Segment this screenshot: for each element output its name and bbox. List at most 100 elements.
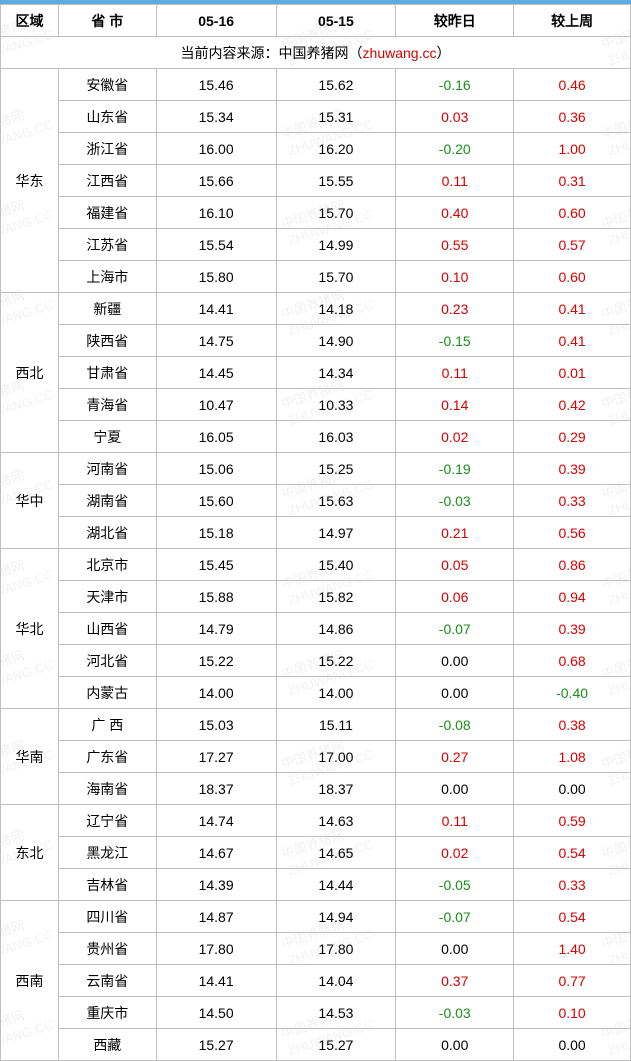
- value2-cell: 17.00: [276, 741, 396, 773]
- value2-cell: 16.20: [276, 133, 396, 165]
- diff-week-cell: 0.01: [514, 357, 631, 389]
- header-region: 区域: [1, 5, 59, 37]
- value1-cell: 14.39: [156, 869, 276, 901]
- diff-day-cell: 0.23: [396, 293, 514, 325]
- diff-week-cell: 0.60: [514, 197, 631, 229]
- value2-cell: 15.11: [276, 709, 396, 741]
- province-cell: 上海市: [58, 261, 156, 293]
- diff-day-cell: 0.02: [396, 837, 514, 869]
- table-row: 内蒙古14.0014.000.00-0.40: [1, 677, 631, 709]
- table-row: 华中河南省15.0615.25-0.190.39: [1, 453, 631, 485]
- province-cell: 新疆: [58, 293, 156, 325]
- header-diff-week: 较上周: [514, 5, 631, 37]
- diff-week-cell: 0.77: [514, 965, 631, 997]
- diff-week-cell: 0.54: [514, 837, 631, 869]
- source-suffix: ）: [436, 45, 450, 61]
- province-cell: 山西省: [58, 613, 156, 645]
- value1-cell: 15.80: [156, 261, 276, 293]
- diff-week-cell: 0.56: [514, 517, 631, 549]
- table-row: 江苏省15.5414.990.550.57: [1, 229, 631, 261]
- diff-week-cell: 0.94: [514, 581, 631, 613]
- value1-cell: 10.47: [156, 389, 276, 421]
- table-header: 区域 省 市 05-16 05-15 较昨日 较上周 当前内容来源：中国养猪网（…: [1, 5, 631, 69]
- value1-cell: 16.00: [156, 133, 276, 165]
- table-row: 重庆市14.5014.53-0.030.10: [1, 997, 631, 1029]
- province-cell: 云南省: [58, 965, 156, 997]
- value2-cell: 16.03: [276, 421, 396, 453]
- diff-day-cell: -0.20: [396, 133, 514, 165]
- diff-day-cell: 0.40: [396, 197, 514, 229]
- value1-cell: 14.41: [156, 965, 276, 997]
- region-cell: 华南: [1, 709, 59, 805]
- value1-cell: 14.00: [156, 677, 276, 709]
- table-row: 上海市15.8015.700.100.60: [1, 261, 631, 293]
- table-row: 黑龙江14.6714.650.020.54: [1, 837, 631, 869]
- diff-week-cell: -0.40: [514, 677, 631, 709]
- value2-cell: 15.27: [276, 1029, 396, 1061]
- province-cell: 重庆市: [58, 997, 156, 1029]
- diff-day-cell: -0.03: [396, 485, 514, 517]
- diff-week-cell: 0.29: [514, 421, 631, 453]
- value1-cell: 14.41: [156, 293, 276, 325]
- value1-cell: 15.27: [156, 1029, 276, 1061]
- table-row: 福建省16.1015.700.400.60: [1, 197, 631, 229]
- table-row: 西藏15.2715.270.000.00: [1, 1029, 631, 1061]
- value2-cell: 14.18: [276, 293, 396, 325]
- diff-week-cell: 0.00: [514, 773, 631, 805]
- diff-week-cell: 0.36: [514, 101, 631, 133]
- diff-week-cell: 0.59: [514, 805, 631, 837]
- value2-cell: 15.55: [276, 165, 396, 197]
- diff-day-cell: -0.07: [396, 901, 514, 933]
- diff-day-cell: 0.00: [396, 677, 514, 709]
- value2-cell: 14.65: [276, 837, 396, 869]
- value1-cell: 17.80: [156, 933, 276, 965]
- value1-cell: 15.60: [156, 485, 276, 517]
- price-table: 区域 省 市 05-16 05-15 较昨日 较上周 当前内容来源：中国养猪网（…: [0, 4, 631, 1061]
- table-row: 海南省18.3718.370.000.00: [1, 773, 631, 805]
- table-row: 东北辽宁省14.7414.630.110.59: [1, 805, 631, 837]
- header-row: 区域 省 市 05-16 05-15 较昨日 较上周: [1, 5, 631, 37]
- table-row: 贵州省17.8017.800.001.40: [1, 933, 631, 965]
- table-row: 西南四川省14.8714.94-0.070.54: [1, 901, 631, 933]
- region-cell: 西北: [1, 293, 59, 453]
- diff-week-cell: 1.00: [514, 133, 631, 165]
- header-date2: 05-15: [276, 5, 396, 37]
- value2-cell: 15.40: [276, 549, 396, 581]
- table-row: 河北省15.2215.220.000.68: [1, 645, 631, 677]
- value1-cell: 15.03: [156, 709, 276, 741]
- value2-cell: 14.00: [276, 677, 396, 709]
- diff-week-cell: 0.46: [514, 69, 631, 101]
- value1-cell: 15.46: [156, 69, 276, 101]
- value2-cell: 14.53: [276, 997, 396, 1029]
- value2-cell: 17.80: [276, 933, 396, 965]
- diff-day-cell: -0.15: [396, 325, 514, 357]
- province-cell: 湖南省: [58, 485, 156, 517]
- value1-cell: 16.05: [156, 421, 276, 453]
- value2-cell: 18.37: [276, 773, 396, 805]
- diff-day-cell: 0.00: [396, 1029, 514, 1061]
- value2-cell: 14.97: [276, 517, 396, 549]
- value2-cell: 15.25: [276, 453, 396, 485]
- table-row: 江西省15.6615.550.110.31: [1, 165, 631, 197]
- table-row: 湖北省15.1814.970.210.56: [1, 517, 631, 549]
- diff-week-cell: 0.68: [514, 645, 631, 677]
- diff-day-cell: -0.05: [396, 869, 514, 901]
- table-row: 华东安徽省15.4615.62-0.160.46: [1, 69, 631, 101]
- diff-day-cell: 0.00: [396, 773, 514, 805]
- province-cell: 贵州省: [58, 933, 156, 965]
- value1-cell: 14.74: [156, 805, 276, 837]
- value1-cell: 14.45: [156, 357, 276, 389]
- diff-week-cell: 0.86: [514, 549, 631, 581]
- diff-day-cell: 0.11: [396, 357, 514, 389]
- province-cell: 青海省: [58, 389, 156, 421]
- value2-cell: 14.94: [276, 901, 396, 933]
- region-cell: 东北: [1, 805, 59, 901]
- table-row: 吉林省14.3914.44-0.050.33: [1, 869, 631, 901]
- value2-cell: 14.44: [276, 869, 396, 901]
- diff-day-cell: 0.06: [396, 581, 514, 613]
- diff-day-cell: -0.03: [396, 997, 514, 1029]
- value1-cell: 15.18: [156, 517, 276, 549]
- province-cell: 河南省: [58, 453, 156, 485]
- diff-week-cell: 1.40: [514, 933, 631, 965]
- value2-cell: 14.04: [276, 965, 396, 997]
